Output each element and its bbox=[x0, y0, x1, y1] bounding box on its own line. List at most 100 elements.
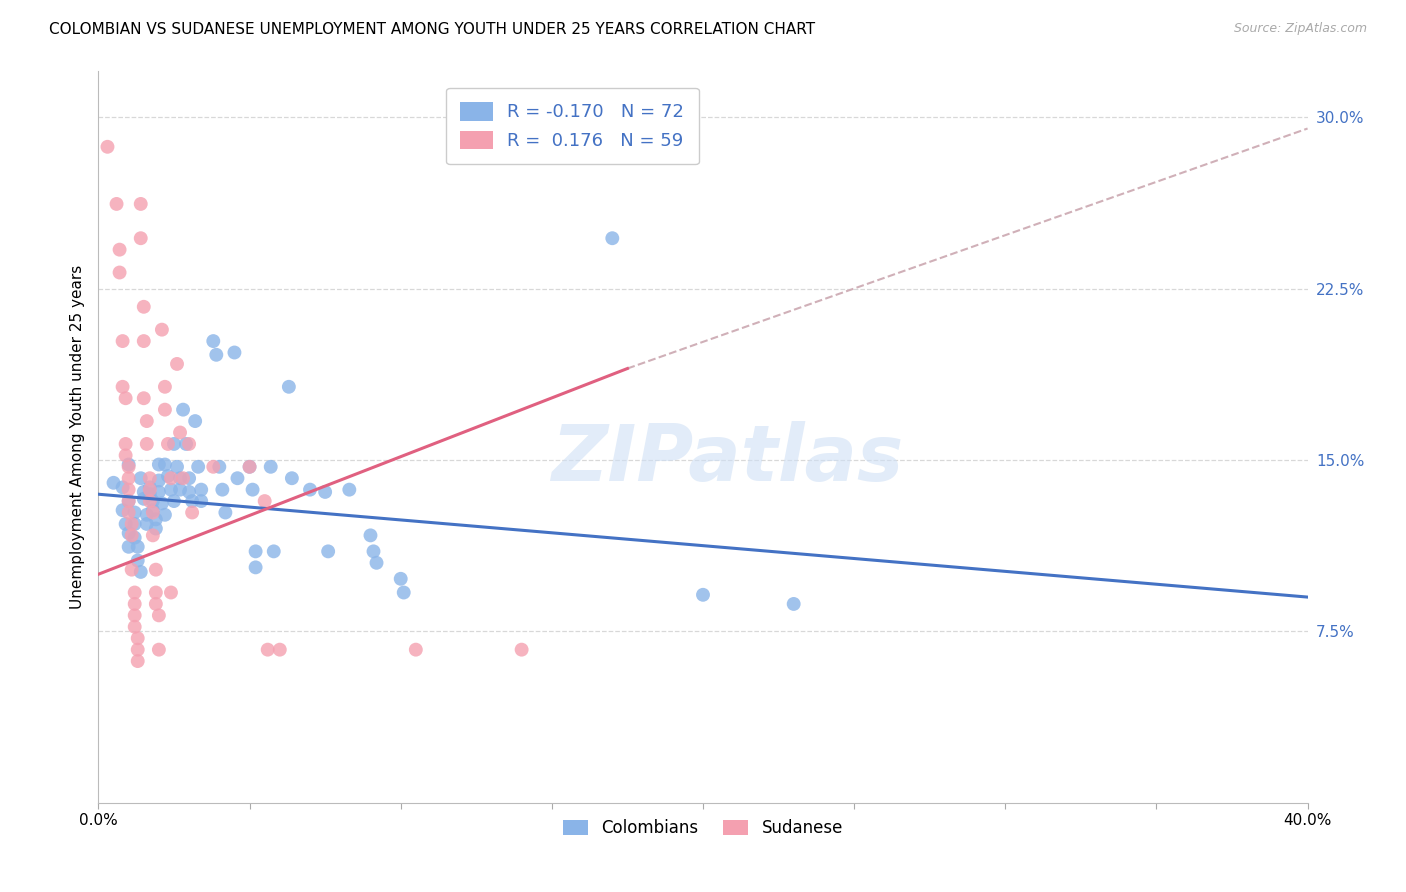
Point bbox=[139, 480, 162, 494]
Point bbox=[337, 483, 360, 497]
Point bbox=[263, 544, 285, 558]
Point bbox=[118, 483, 141, 497]
Point bbox=[156, 469, 179, 483]
Point bbox=[145, 585, 167, 599]
Point bbox=[602, 231, 624, 245]
Point bbox=[179, 437, 201, 451]
Point bbox=[132, 391, 155, 405]
Point bbox=[160, 471, 183, 485]
Point bbox=[148, 608, 170, 623]
Point bbox=[392, 585, 415, 599]
Point bbox=[239, 459, 262, 474]
Point bbox=[129, 197, 152, 211]
Point bbox=[172, 402, 194, 417]
Point bbox=[139, 483, 162, 497]
Point bbox=[242, 483, 264, 497]
Point bbox=[256, 642, 278, 657]
Point bbox=[139, 494, 162, 508]
Point bbox=[314, 485, 336, 500]
Point bbox=[181, 494, 204, 508]
Point bbox=[127, 654, 149, 668]
Point bbox=[132, 334, 155, 348]
Point bbox=[260, 459, 283, 474]
Point bbox=[245, 560, 267, 574]
Point bbox=[121, 563, 143, 577]
Point bbox=[127, 553, 149, 567]
Point bbox=[184, 414, 207, 428]
Point bbox=[145, 597, 167, 611]
Point bbox=[360, 528, 382, 542]
Point bbox=[135, 437, 157, 451]
Point bbox=[363, 544, 385, 558]
Point bbox=[153, 458, 176, 472]
Point bbox=[129, 231, 152, 245]
Point bbox=[118, 506, 141, 520]
Point bbox=[118, 494, 141, 508]
Point bbox=[150, 496, 173, 510]
Point bbox=[118, 526, 141, 541]
Y-axis label: Unemployment Among Youth under 25 years: Unemployment Among Youth under 25 years bbox=[69, 265, 84, 609]
Point bbox=[118, 494, 141, 508]
Point bbox=[153, 508, 176, 522]
Point bbox=[253, 494, 276, 508]
Point bbox=[299, 483, 322, 497]
Point bbox=[783, 597, 806, 611]
Point bbox=[124, 506, 146, 520]
Point bbox=[142, 528, 165, 542]
Point bbox=[135, 414, 157, 428]
Point bbox=[202, 334, 225, 348]
Point bbox=[153, 402, 176, 417]
Point bbox=[389, 572, 412, 586]
Point bbox=[118, 471, 141, 485]
Point bbox=[118, 458, 141, 472]
Point bbox=[153, 380, 176, 394]
Legend: Colombians, Sudanese: Colombians, Sudanese bbox=[554, 811, 852, 846]
Point bbox=[142, 494, 165, 508]
Text: Source: ZipAtlas.com: Source: ZipAtlas.com bbox=[1233, 22, 1367, 36]
Point bbox=[124, 597, 146, 611]
Point bbox=[190, 483, 212, 497]
Point bbox=[148, 458, 170, 472]
Point bbox=[111, 503, 134, 517]
Point bbox=[179, 471, 201, 485]
Point bbox=[148, 474, 170, 488]
Point bbox=[179, 485, 201, 500]
Point bbox=[124, 516, 146, 531]
Point bbox=[142, 503, 165, 517]
Point bbox=[202, 459, 225, 474]
Point bbox=[103, 475, 125, 490]
Point bbox=[150, 323, 173, 337]
Point bbox=[510, 642, 533, 657]
Point bbox=[127, 642, 149, 657]
Point bbox=[224, 345, 246, 359]
Point bbox=[692, 588, 714, 602]
Point bbox=[211, 483, 233, 497]
Point bbox=[281, 471, 304, 485]
Point bbox=[124, 585, 146, 599]
Point bbox=[142, 506, 165, 520]
Point bbox=[118, 540, 141, 554]
Point bbox=[127, 632, 149, 646]
Point bbox=[132, 491, 155, 506]
Point bbox=[226, 471, 249, 485]
Point bbox=[111, 334, 134, 348]
Point bbox=[111, 480, 134, 494]
Text: COLOMBIAN VS SUDANESE UNEMPLOYMENT AMONG YOUTH UNDER 25 YEARS CORRELATION CHART: COLOMBIAN VS SUDANESE UNEMPLOYMENT AMONG… bbox=[49, 22, 815, 37]
Point bbox=[132, 485, 155, 500]
Point bbox=[156, 437, 179, 451]
Point bbox=[208, 459, 231, 474]
Point bbox=[148, 485, 170, 500]
Point bbox=[169, 471, 191, 485]
Point bbox=[114, 516, 136, 531]
Point bbox=[96, 140, 118, 154]
Point bbox=[121, 516, 143, 531]
Point bbox=[124, 531, 146, 545]
Point bbox=[190, 494, 212, 508]
Point bbox=[105, 197, 128, 211]
Point bbox=[139, 471, 162, 485]
Point bbox=[166, 357, 188, 371]
Point bbox=[145, 521, 167, 535]
Point bbox=[124, 608, 146, 623]
Point bbox=[135, 516, 157, 531]
Point bbox=[145, 563, 167, 577]
